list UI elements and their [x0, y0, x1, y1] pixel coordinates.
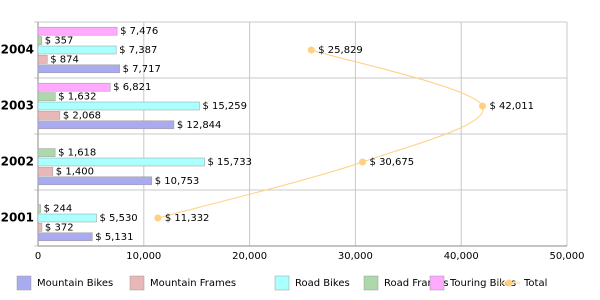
x-tick-label: 20,000: [232, 251, 267, 262]
total-line: [157, 49, 484, 219]
x-tick-label: 50,000: [550, 251, 585, 262]
legend-swatch: [505, 279, 513, 287]
x-tick-label: 0: [35, 251, 41, 262]
value-label: $ 244: [44, 204, 73, 215]
bar: [37, 111, 61, 120]
total-marker: [359, 158, 367, 166]
bar: [37, 204, 41, 213]
legend-swatch: [16, 275, 32, 291]
value-label: $ 874: [50, 54, 79, 65]
legend-label: Touring Bikes: [449, 278, 516, 289]
legend-swatch: [429, 275, 445, 291]
value-label: $ 5,131: [95, 232, 133, 243]
value-label: $ 372: [45, 222, 74, 233]
value-label: $ 15,259: [202, 101, 247, 112]
x-tick-label: 30,000: [338, 251, 373, 262]
value-label: $ 15,733: [207, 157, 252, 168]
legend-label: Mountain Bikes: [37, 278, 113, 289]
bar: [37, 55, 48, 64]
bar: [37, 92, 56, 101]
total-marker: [307, 46, 315, 54]
value-label: $ 6,821: [113, 82, 151, 93]
bar: [37, 167, 54, 176]
value-label: $ 10,753: [155, 176, 200, 187]
value-label: $ 1,632: [58, 92, 96, 103]
bar: [37, 223, 43, 232]
y-tick-label: 2004: [1, 43, 34, 57]
bar: [37, 213, 97, 223]
legend-label: Road Bikes: [295, 278, 350, 289]
bar: [37, 101, 200, 111]
bar: [37, 232, 93, 242]
value-label: $ 2,068: [63, 110, 101, 121]
value-label: $ 25,829: [318, 45, 363, 56]
value-label: $ 30,675: [370, 157, 415, 168]
legend-label: Mountain Frames: [150, 278, 236, 289]
bar: [37, 120, 175, 130]
bar: [37, 64, 120, 74]
total-marker: [478, 102, 486, 110]
value-label: $ 1,618: [58, 148, 96, 159]
y-tick-label: 2002: [1, 155, 34, 169]
x-tick-label: 10,000: [126, 251, 161, 262]
value-label: $ 7,387: [119, 45, 157, 56]
legend-label: Road Frames: [384, 278, 449, 289]
value-label: $ 357: [45, 36, 74, 47]
bar: [37, 157, 205, 167]
value-label: $ 12,844: [177, 120, 222, 131]
value-label: $ 1,400: [56, 166, 94, 177]
x-tick-label: 40,000: [444, 251, 479, 262]
bar: [37, 148, 56, 157]
bar: [37, 36, 43, 45]
bar: [37, 176, 153, 186]
legend-label: Total: [523, 278, 547, 289]
value-label: $ 5,530: [100, 213, 138, 224]
bar: [37, 45, 117, 55]
bar: [37, 26, 118, 36]
value-label: $ 7,476: [120, 26, 158, 37]
value-label: $ 42,011: [489, 101, 534, 112]
bar: [37, 82, 111, 92]
y-tick-label: 2003: [1, 99, 34, 113]
legend-swatch: [274, 275, 290, 291]
y-tick-label: 2001: [1, 211, 34, 225]
total-marker: [154, 214, 162, 222]
legend-swatch: [363, 275, 379, 291]
value-label: $ 11,332: [165, 213, 210, 224]
legend-swatch: [129, 275, 145, 291]
value-label: $ 7,717: [123, 64, 161, 75]
